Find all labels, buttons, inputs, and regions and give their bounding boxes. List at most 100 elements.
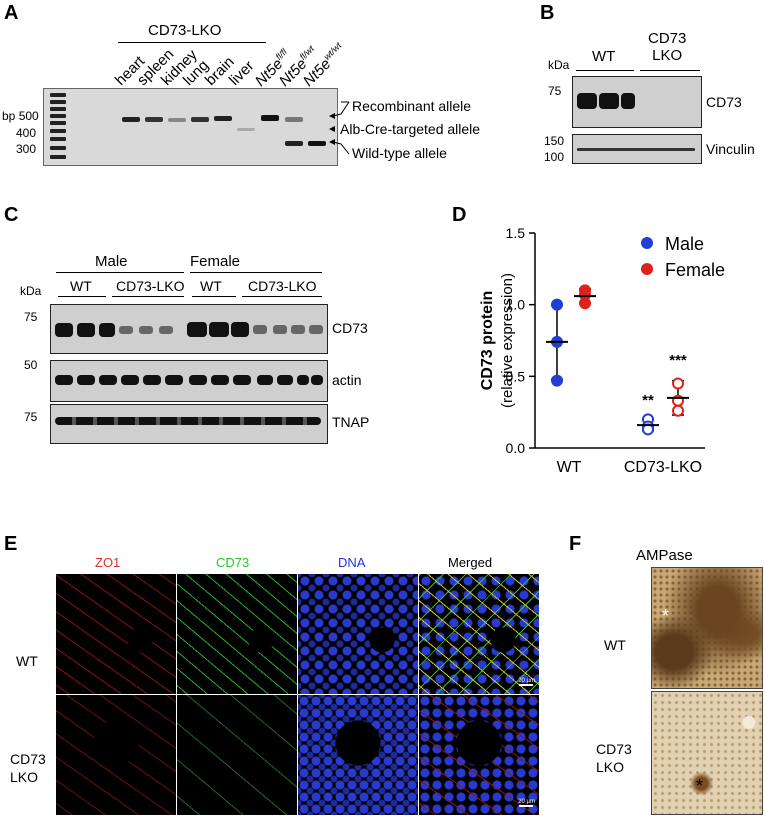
blot-cd73 [572, 76, 702, 128]
vessel-marker: * [662, 606, 670, 626]
micrograph-lko-zo1 [55, 694, 177, 816]
scatter-chart: 0.0 0.5 1.0 1.5 WT CD73-LKO CD73 protein (relat… [479, 225, 725, 476]
lko-underline [640, 70, 700, 71]
protein-actin: actin [332, 372, 362, 388]
pcr-gel [43, 88, 338, 166]
male-underline [56, 272, 184, 273]
vessel-marker: * [696, 776, 704, 796]
legend-marker [641, 237, 653, 249]
micrograph-wt-merged: 20 µm [418, 573, 540, 695]
marker-100: 100 [544, 150, 565, 164]
blot-tnap [50, 404, 328, 444]
gel-bands [50, 93, 326, 159]
blot-vinculin [572, 134, 702, 164]
y-tick-label: 1.5 [506, 225, 526, 241]
channel-zo1: ZO1 [95, 555, 121, 570]
scale-bar [519, 684, 533, 686]
panel-f-label: F [569, 533, 582, 555]
cd73-bands [55, 322, 323, 337]
micrograph-wt-cd73 [176, 573, 298, 695]
genotype-superscript: wt/wt [321, 40, 344, 62]
data-point [551, 298, 563, 311]
panel-e-label: E [4, 533, 18, 555]
ladder-unit: bp 500 [2, 109, 39, 123]
scale-bar [519, 805, 533, 807]
y-tick-label: 1.0 [506, 297, 526, 313]
ampase-title: AMPase [636, 547, 693, 564]
legend-marker [641, 263, 653, 275]
micrograph-lko-merged: 20 µm [418, 694, 540, 816]
annotation-recombinant: Recombinant allele [352, 98, 472, 114]
data-point [579, 297, 591, 310]
channel-dna: DNA [338, 555, 366, 570]
ihc-lko: * [651, 691, 763, 815]
scale-label: 20 µm [518, 799, 535, 805]
genotype-lko-male: CD73-LKO [116, 278, 185, 294]
marker-75: 75 [24, 410, 38, 424]
data-point [672, 377, 684, 390]
y-tick-label: 0.5 [506, 368, 526, 384]
sex-label-male: Male [95, 253, 128, 270]
annotation-alb-cre: Alb-Cre-targeted allele [340, 121, 481, 137]
panel-d-label: D [452, 204, 467, 226]
protein-cd73: CD73 [332, 320, 368, 336]
genotype-wt-male: WT [70, 278, 92, 294]
blot-cd73 [50, 304, 328, 354]
band [577, 93, 597, 109]
row-label-wt: WT [604, 637, 626, 653]
panel-c-label: C [4, 204, 19, 226]
underline [112, 296, 184, 297]
actin-bands [55, 375, 323, 385]
group-label-wt: WT [592, 48, 616, 65]
band [621, 93, 635, 109]
marker-50: 50 [24, 358, 38, 372]
data-point [551, 374, 563, 387]
y-axis-subtitle: (relative expression) [499, 273, 516, 408]
significance-label: *** [669, 352, 687, 369]
band [577, 148, 695, 151]
wt-underline [576, 70, 634, 71]
ladder-tick-300: 300 [16, 142, 37, 156]
group-underline [118, 42, 266, 43]
underline [192, 296, 236, 297]
group-label-cd73-lko: CD73 LKO [648, 30, 687, 64]
significance-label: ** [642, 392, 654, 409]
underline [242, 296, 322, 297]
unit-kda: kDa [20, 284, 42, 298]
x-tick-label: WT [557, 459, 582, 476]
protein-cd73: CD73 [706, 94, 742, 110]
genotype-wt-female: WT [200, 278, 222, 294]
annotation-wild-type: Wild-type allele [352, 145, 447, 161]
panel-b-label: B [540, 2, 555, 24]
row-label-cd73-lko: CD73 LKO [10, 751, 46, 785]
ihc-wt: * [651, 567, 763, 689]
micrograph-lko-dna [297, 694, 419, 816]
unit-kda: kDa [548, 58, 570, 72]
scale-label: 20 µm [518, 678, 535, 684]
data-point [672, 404, 684, 417]
micrograph-wt-dna [297, 573, 419, 695]
channel-merged: Merged [448, 555, 493, 570]
protein-tnap: TNAP [332, 414, 370, 430]
band [599, 93, 619, 109]
marker-75: 75 [24, 310, 38, 324]
underline [58, 296, 106, 297]
y-tick-label: 0.0 [506, 440, 526, 456]
row-label-cd73-lko: CD73 LKO [596, 741, 632, 775]
micrograph-lko-cd73 [176, 694, 298, 816]
panel-a-label: A [4, 2, 19, 24]
ladder-tick-400: 400 [16, 126, 37, 140]
x-tick-label: CD73-LKO [624, 459, 702, 476]
sex-label-female: Female [190, 253, 241, 270]
genotype-lko-female: CD73-LKO [248, 278, 317, 294]
marker-75: 75 [548, 84, 562, 98]
channel-cd73: CD73 [216, 555, 250, 570]
y-axis-title: CD73 protein [479, 291, 496, 391]
group-label-cd73-lko: CD73-LKO [148, 22, 222, 39]
legend-label: Male [665, 234, 704, 254]
female-underline [190, 272, 322, 273]
protein-vinculin: Vinculin [706, 141, 755, 157]
allele-arrows [329, 101, 350, 155]
blot-actin [50, 360, 328, 402]
row-label-wt: WT [16, 653, 38, 669]
